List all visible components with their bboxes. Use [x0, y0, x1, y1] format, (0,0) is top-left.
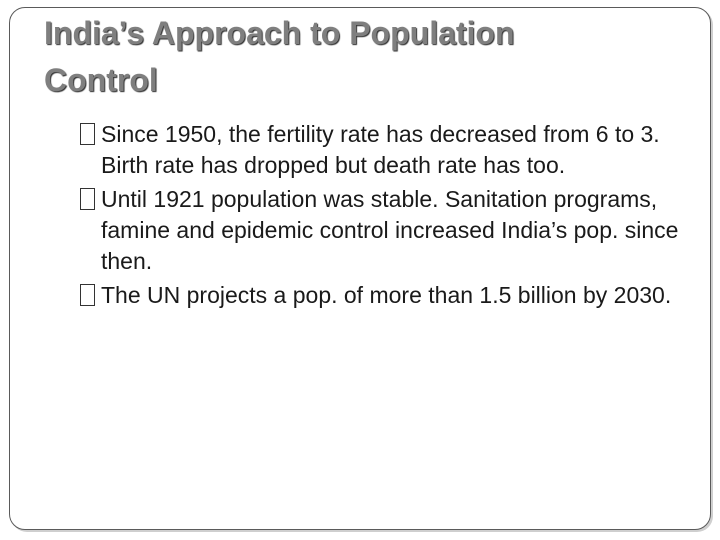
slide-title: India’s Approach to Population Control [44, 10, 684, 104]
square-box-icon [80, 284, 95, 306]
bullet-item: Until 1921 population was stable. Sanita… [80, 184, 695, 277]
slide-frame [9, 7, 711, 530]
square-box-icon [80, 123, 95, 145]
bullet-text: The UN projects a pop. of more than 1.5 … [101, 282, 672, 308]
bullet-list: Since 1950, the fertility rate has decre… [80, 119, 695, 314]
bullet-item: Since 1950, the fertility rate has decre… [80, 119, 695, 181]
bullet-text: Until 1921 population was stable. Sanita… [101, 186, 679, 274]
bullet-item: The UN projects a pop. of more than 1.5 … [80, 280, 695, 311]
slide-title-line-2: Control [44, 62, 158, 98]
bullet-text: Since 1950, the fertility rate has decre… [101, 121, 660, 178]
slide-title-line-1: India’s Approach to Population [44, 15, 515, 51]
square-box-icon [80, 188, 95, 210]
